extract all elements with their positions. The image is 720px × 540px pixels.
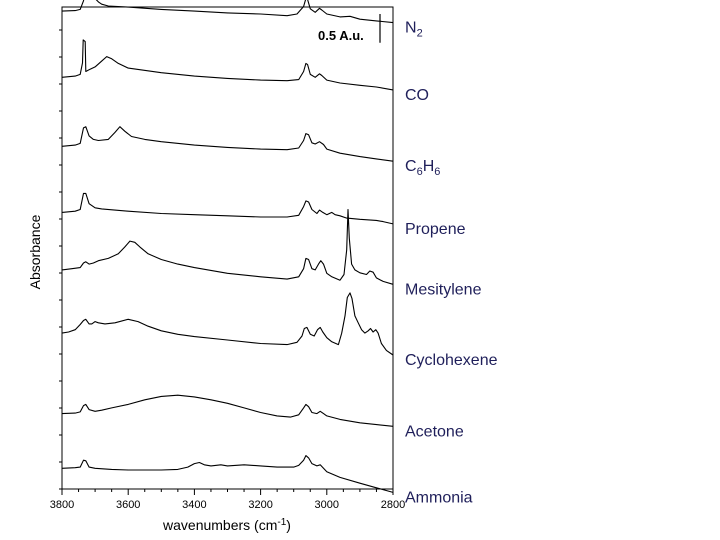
series-line-ammonia [61,455,394,493]
series-labels: N2 CO C6H6 Propene Mesitylene Cyclohexene Acet… [405,20,498,507]
series-line-mesitylene [61,208,394,285]
series-label-propene: Propene [405,221,466,238]
series-label-co: CO [405,87,429,104]
x-tick-label: 2800 [381,499,405,511]
series-line-cyclohexene [61,292,394,356]
series-lines [61,0,394,493]
x-tick-label: 3200 [248,499,272,511]
series-line-n2 [61,0,394,24]
series-line-co [61,39,394,91]
series-label-cyclohexene: Cyclohexene [405,352,498,369]
x-tick-label: 3000 [315,499,339,511]
plot-frame [61,6,394,490]
y-axis-ticks [59,29,62,490]
x-tick-label: 3400 [182,499,206,511]
scale-bar: 0.5 A.u. [318,14,381,43]
series-label-mesitylene: Mesitylene [405,281,482,298]
x-tick-label: 3800 [50,499,74,511]
series-label-acetone: Acetone [405,423,464,440]
series-line-acetone [61,394,394,427]
series-label-n2: N2 [405,20,423,40]
x-tick-label: 3600 [116,499,140,511]
series-label-ammonia: Ammonia [405,489,473,506]
series-line-propene [61,192,394,225]
y-axis-title: Absorbance [27,214,43,289]
x-axis-ticks: 3800 3600 3400 3200 3000 2800 [50,489,405,511]
x-axis-title: wavenumbers (cm-1) [162,517,291,534]
series-line-c6h6 [61,126,394,162]
series-label-c6h6: C6H6 [405,158,440,178]
scale-bar-label: 0.5 A.u. [318,28,364,43]
